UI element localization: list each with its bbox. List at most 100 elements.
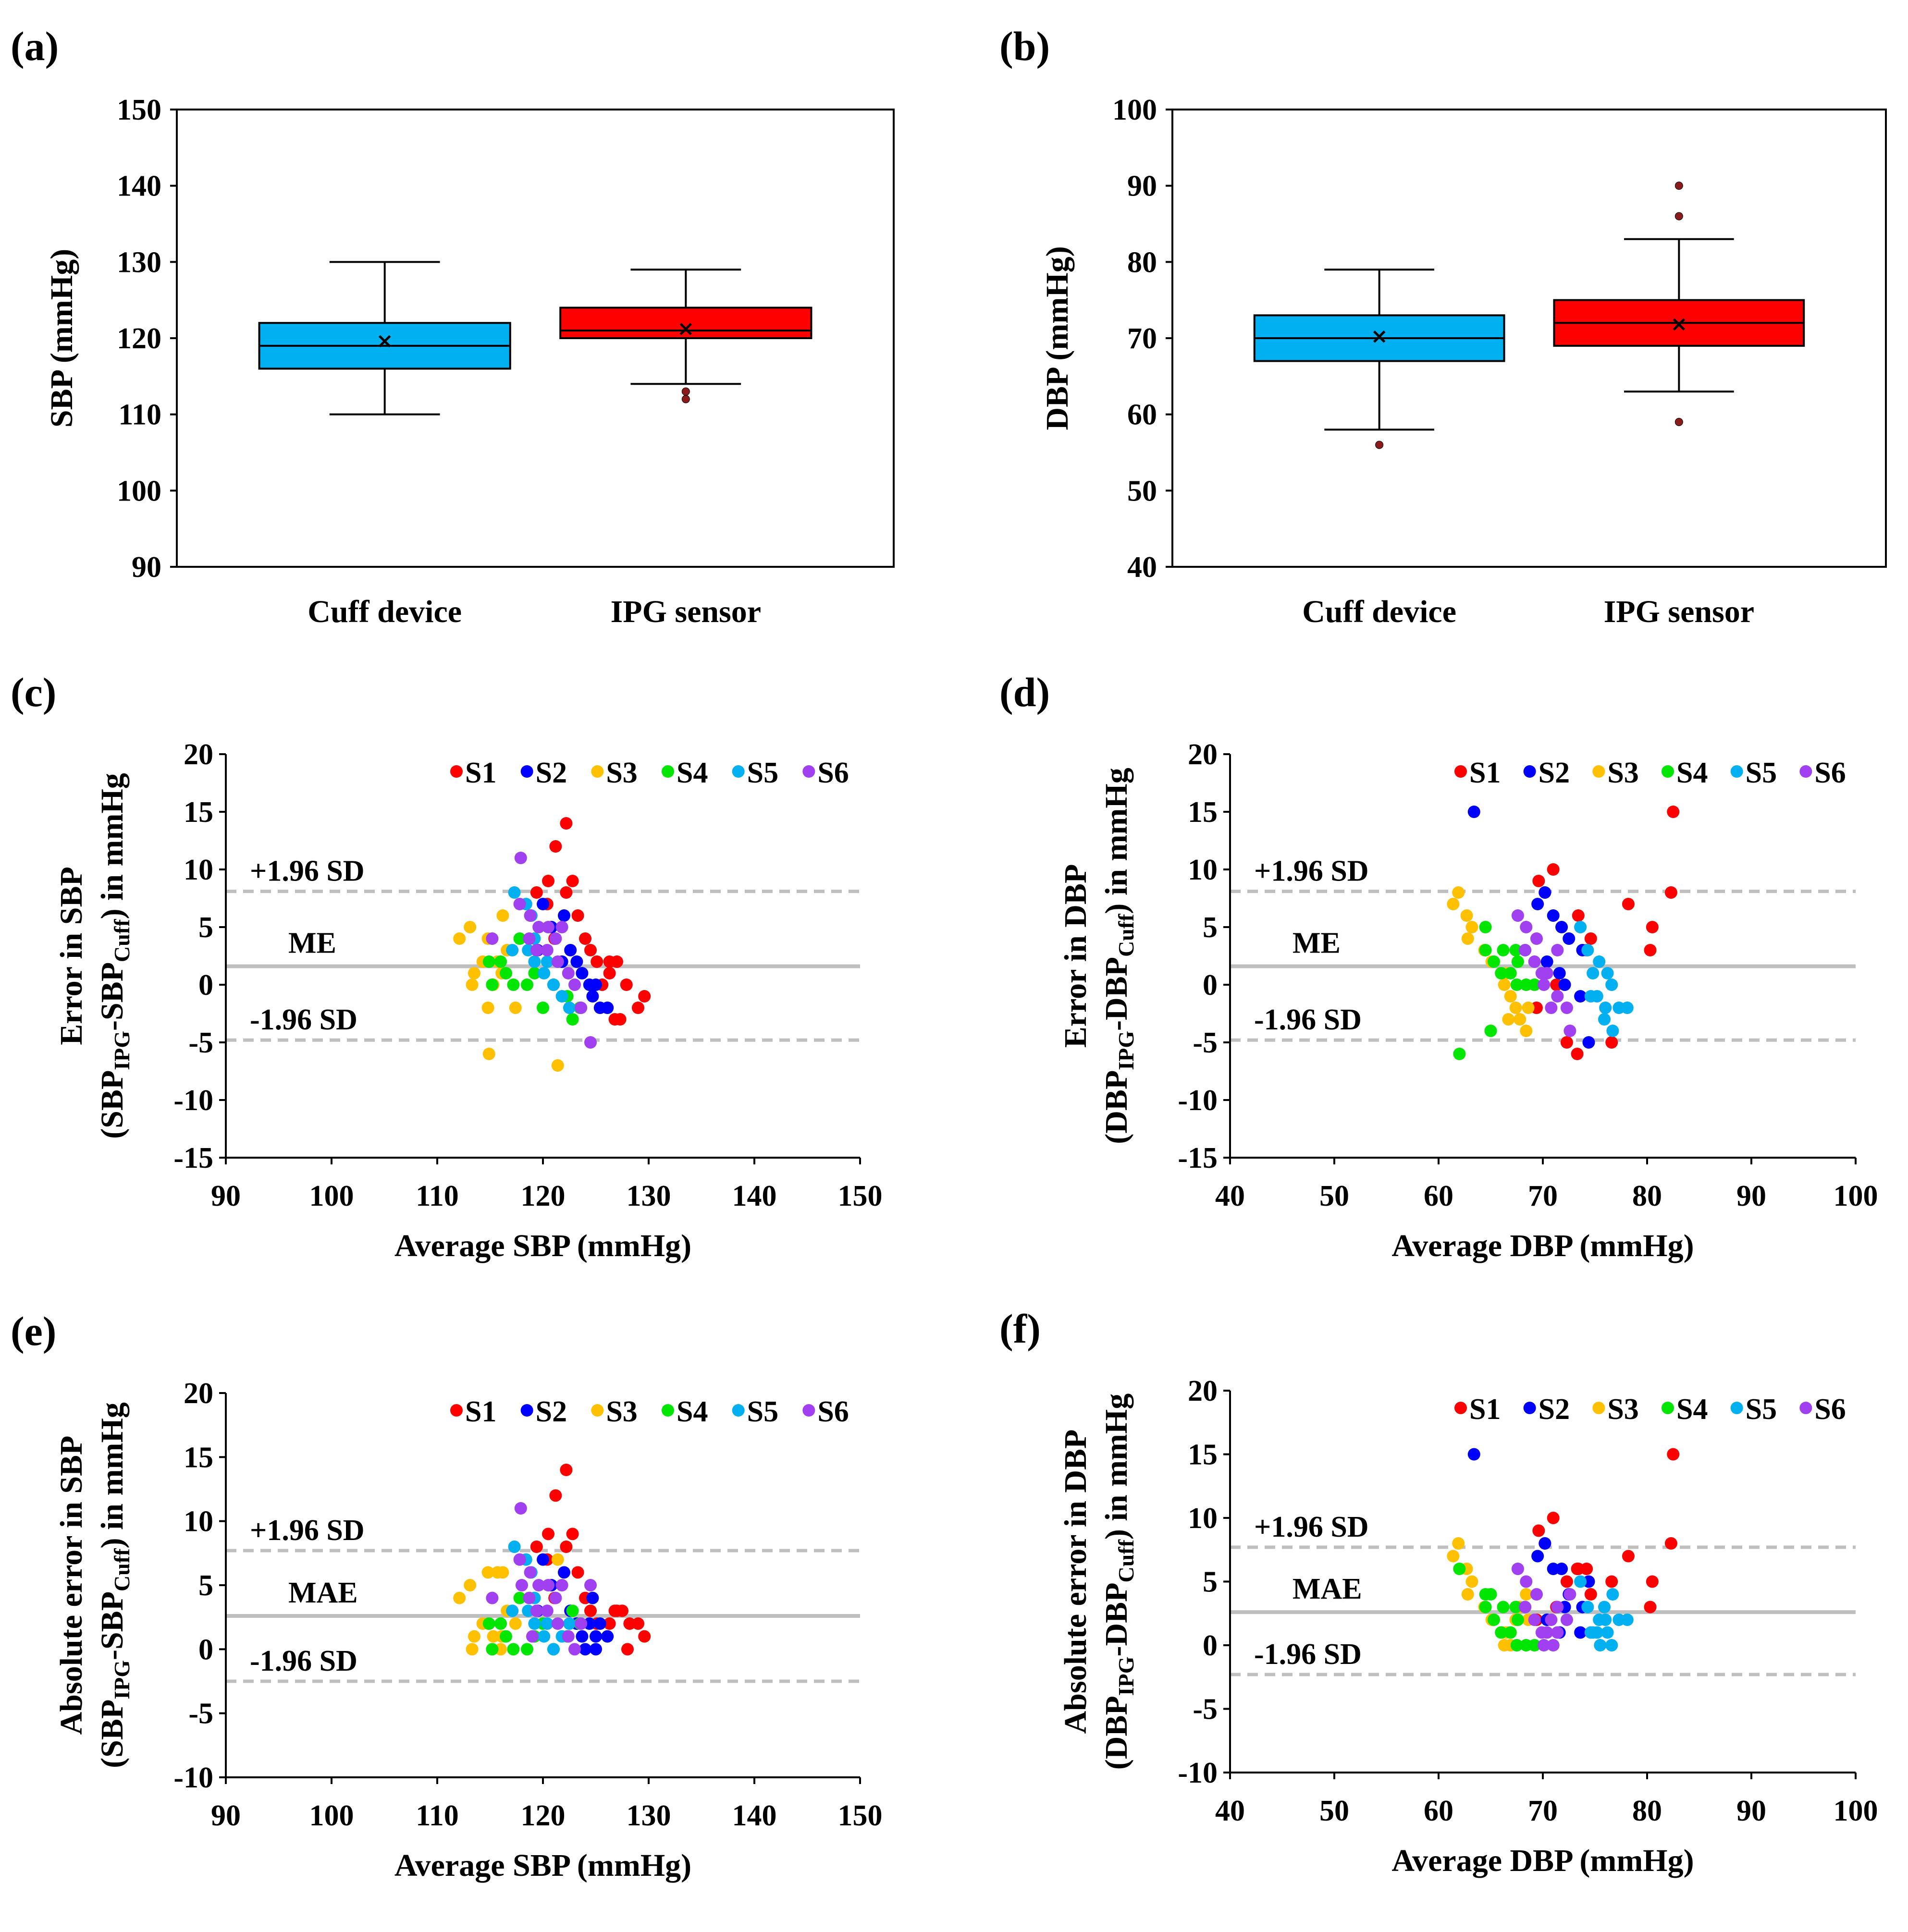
data-point <box>1511 955 1524 968</box>
data-point <box>568 1643 581 1656</box>
panel-c: (c) +1.96 SD ME -1.96 SD -15 -10 -5 0 5 10 15 20 90 1… <box>11 669 883 1263</box>
data-point <box>1484 1588 1497 1601</box>
data-point <box>611 955 623 968</box>
subscript: Cuff <box>110 1548 134 1591</box>
label-segment: ) in mmHg <box>95 773 130 919</box>
data-point <box>555 1579 568 1591</box>
data-point <box>508 1541 521 1553</box>
data-point <box>1606 1588 1619 1601</box>
data-point <box>523 932 536 945</box>
data-point <box>1558 978 1571 991</box>
data-point <box>530 1541 543 1553</box>
x-tick-label: 150 <box>838 1799 883 1832</box>
data-point <box>528 955 541 968</box>
y-axis-label-line2: (SBPIPG-SBPCuff) in mmHg <box>95 773 134 1139</box>
data-point <box>1644 1601 1657 1614</box>
data-point <box>506 944 519 956</box>
y-tick-label: 0 <box>1203 969 1218 1002</box>
series-s6 <box>486 852 597 1049</box>
legend-marker-s4 <box>1662 765 1674 778</box>
data-point <box>1488 955 1501 968</box>
data-point <box>494 955 507 968</box>
data-point <box>1605 978 1618 991</box>
legend-label-s2: S2 <box>536 1395 567 1428</box>
series-s1 <box>1530 806 1680 1060</box>
data-point <box>549 932 562 945</box>
data-point <box>521 1643 533 1656</box>
data-point <box>1545 1614 1558 1626</box>
outlier-point <box>681 395 690 404</box>
legend-label-s2: S2 <box>1539 1393 1570 1426</box>
outlier-point <box>1674 212 1683 220</box>
data-point <box>564 944 577 956</box>
data-point <box>1540 955 1553 968</box>
data-point <box>538 967 551 979</box>
data-point <box>1584 990 1597 1003</box>
data-point <box>1460 909 1473 922</box>
data-point <box>549 1489 562 1502</box>
legend-marker-s3 <box>1592 765 1605 778</box>
data-point <box>1646 921 1659 933</box>
data-point <box>1560 1575 1573 1588</box>
label-segment: -DBP <box>1099 957 1134 1031</box>
y-tick-label: 0 <box>1203 1629 1218 1662</box>
x-axis-label: Average DBP (mmHg) <box>1391 1228 1694 1263</box>
legend-label-s6: S6 <box>1814 757 1846 789</box>
data-point <box>576 967 589 979</box>
data-point <box>1553 967 1566 979</box>
legend-label-s4: S4 <box>677 757 708 789</box>
data-point <box>1511 1614 1524 1626</box>
y-tick-label: -5 <box>1193 1693 1218 1726</box>
data-point <box>575 1002 588 1014</box>
data-point <box>547 978 560 991</box>
upper-limit-label: +1.96 SD <box>1254 1511 1369 1543</box>
data-point <box>1519 944 1532 956</box>
y-axis-label-line1: Error in DBP <box>1058 864 1093 1048</box>
data-point <box>1594 1639 1607 1651</box>
data-point <box>1598 1601 1611 1614</box>
y-axis-label-line1: Absolute error in DBP <box>1058 1430 1093 1734</box>
data-point <box>482 1617 495 1630</box>
upper-limit-label: +1.96 SD <box>250 855 365 888</box>
y-tick-label: 10 <box>1188 1502 1218 1535</box>
data-point <box>1560 1614 1573 1626</box>
data-point <box>481 1002 494 1014</box>
data-point <box>1520 1025 1533 1037</box>
legend-label-s1: S1 <box>1469 757 1501 789</box>
x-tick-label: 140 <box>732 1180 777 1212</box>
y-tick-label: 10 <box>184 854 213 886</box>
x-tick-label: 50 <box>1319 1795 1349 1827</box>
data-point <box>1504 990 1517 1003</box>
data-point <box>1497 1601 1510 1614</box>
data-point <box>571 1566 584 1579</box>
data-point <box>1605 1575 1618 1588</box>
label-segment: (SBP <box>95 1070 130 1139</box>
data-point <box>1644 944 1657 956</box>
y-tick-label: 5 <box>1203 911 1218 944</box>
data-point <box>524 1566 537 1579</box>
panel-label: (c) <box>11 669 56 715</box>
data-point <box>513 932 526 945</box>
box-cuff-device: Cuff device <box>258 261 511 629</box>
y-tick-label: -15 <box>173 1142 213 1174</box>
legend-marker-s3 <box>1592 1402 1605 1414</box>
y-tick-label: -5 <box>188 1698 213 1730</box>
legend-label-s2: S2 <box>536 757 567 789</box>
data-point <box>1453 1563 1466 1575</box>
data-point <box>1601 967 1614 979</box>
data-point <box>560 886 573 899</box>
data-point <box>620 978 633 991</box>
data-point <box>486 1643 499 1656</box>
data-point <box>1581 944 1594 956</box>
subscript: IPG <box>1114 1031 1138 1070</box>
subscript: IPG <box>110 1031 134 1070</box>
data-point <box>537 1002 549 1014</box>
data-point <box>466 1643 479 1656</box>
data-point <box>1563 1025 1576 1037</box>
lower-limit-label: -1.96 SD <box>1254 1638 1362 1671</box>
data-point <box>1621 1614 1634 1626</box>
series-s4 <box>1453 921 1541 1060</box>
label-segment: -DBP <box>1099 1583 1134 1657</box>
data-point <box>563 1002 576 1014</box>
mean-marker <box>1373 330 1386 343</box>
